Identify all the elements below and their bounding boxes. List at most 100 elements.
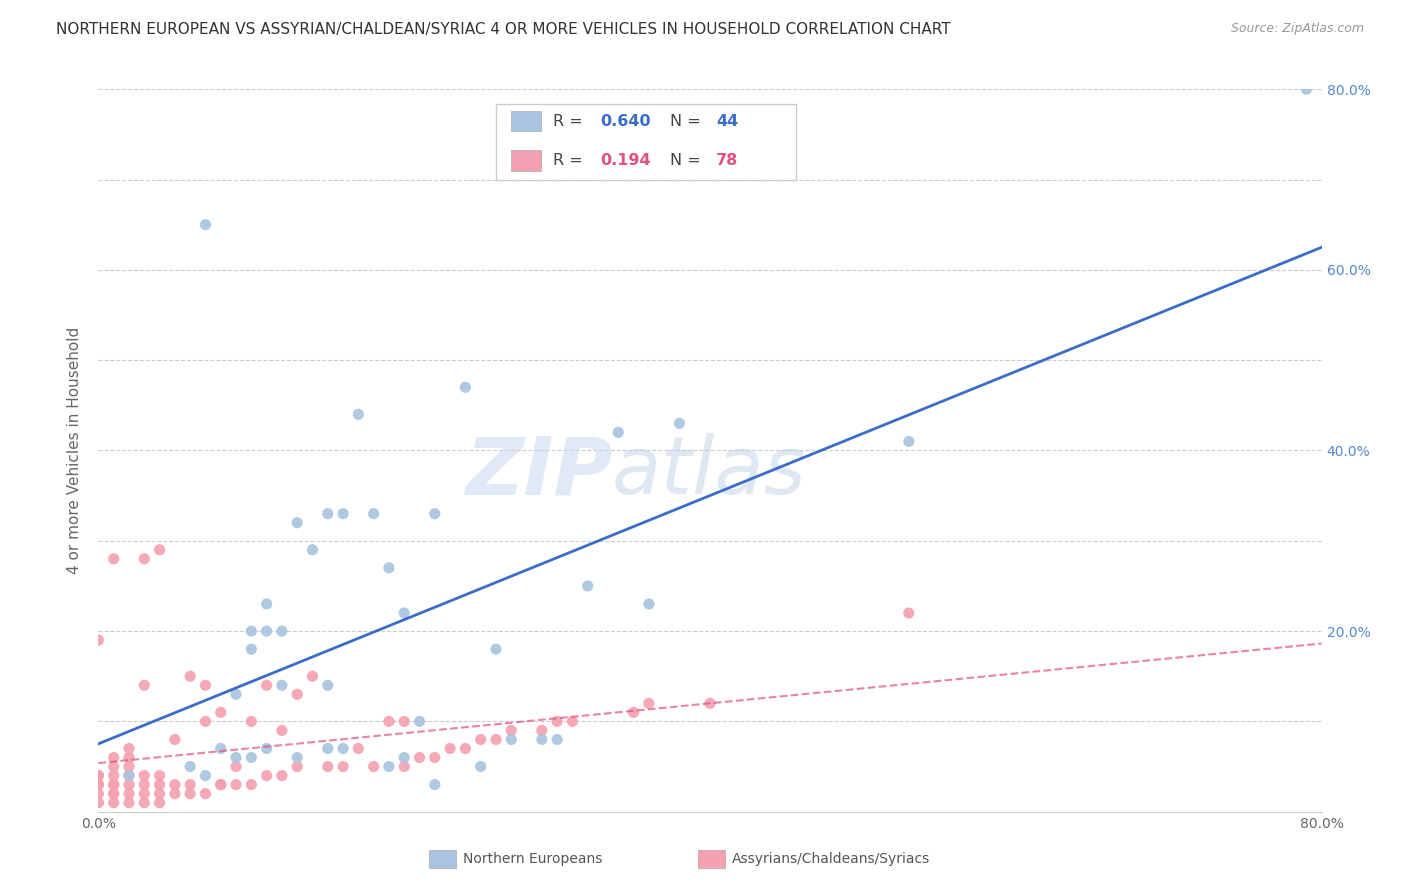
Point — [546, 714, 568, 729]
Point — [194, 787, 217, 801]
Point — [256, 624, 278, 639]
Point — [134, 796, 156, 810]
Point — [332, 759, 354, 773]
Point — [225, 687, 247, 701]
Bar — [510, 151, 541, 170]
Point — [347, 741, 370, 756]
Point — [332, 507, 354, 521]
Point — [179, 778, 201, 792]
Point — [637, 697, 661, 711]
Point — [270, 723, 292, 738]
Point — [454, 380, 477, 394]
Point — [118, 796, 141, 810]
Point — [194, 769, 217, 783]
Point — [623, 706, 645, 720]
Point — [576, 579, 599, 593]
Point — [240, 750, 263, 764]
Point — [163, 732, 186, 747]
Point — [501, 723, 523, 738]
Point — [194, 714, 217, 729]
Point — [240, 642, 263, 657]
Point — [103, 750, 125, 764]
Text: 0.640: 0.640 — [600, 114, 651, 128]
Text: N =: N = — [669, 153, 706, 168]
Point — [163, 787, 186, 801]
Point — [118, 778, 141, 792]
Point — [103, 778, 125, 792]
Point — [149, 796, 172, 810]
Point — [163, 778, 186, 792]
Text: Source: ZipAtlas.com: Source: ZipAtlas.com — [1230, 22, 1364, 36]
Y-axis label: 4 or more Vehicles in Household: 4 or more Vehicles in Household — [67, 326, 83, 574]
Point — [194, 678, 217, 692]
Point — [423, 778, 446, 792]
Point — [347, 407, 370, 422]
Point — [285, 750, 308, 764]
Point — [225, 750, 247, 764]
Point — [118, 741, 141, 756]
Point — [87, 778, 110, 792]
Text: Northern Europeans: Northern Europeans — [463, 852, 602, 865]
Point — [316, 678, 339, 692]
Point — [103, 796, 125, 810]
Point — [637, 597, 661, 611]
Point — [256, 597, 278, 611]
Point — [270, 678, 292, 692]
Point — [470, 732, 492, 747]
Point — [134, 787, 156, 801]
Point — [699, 697, 721, 711]
Point — [225, 759, 247, 773]
Point — [423, 507, 446, 521]
Point — [316, 507, 339, 521]
Point — [209, 706, 232, 720]
Text: NORTHERN EUROPEAN VS ASSYRIAN/CHALDEAN/SYRIAC 4 OR MORE VEHICLES IN HOUSEHOLD CO: NORTHERN EUROPEAN VS ASSYRIAN/CHALDEAN/S… — [56, 22, 950, 37]
Point — [256, 678, 278, 692]
Point — [378, 759, 401, 773]
Point — [392, 606, 416, 620]
Point — [103, 759, 125, 773]
Point — [332, 741, 354, 756]
Point — [256, 741, 278, 756]
Point — [240, 778, 263, 792]
Point — [454, 741, 477, 756]
Text: N =: N = — [669, 114, 706, 128]
Point — [179, 669, 201, 683]
Text: R =: R = — [554, 153, 588, 168]
Point — [87, 787, 110, 801]
Point — [103, 769, 125, 783]
Point — [240, 714, 263, 729]
Text: 0.194: 0.194 — [600, 153, 651, 168]
Point — [378, 714, 401, 729]
Point — [118, 769, 141, 783]
Point — [301, 669, 323, 683]
Point — [149, 778, 172, 792]
Point — [285, 516, 308, 530]
Point — [470, 759, 492, 773]
Text: 78: 78 — [716, 153, 738, 168]
Point — [561, 714, 583, 729]
Point — [134, 678, 156, 692]
Point — [363, 759, 385, 773]
Point — [285, 687, 308, 701]
Point — [316, 759, 339, 773]
Point — [103, 551, 125, 566]
Text: 44: 44 — [716, 114, 738, 128]
Point — [194, 218, 217, 232]
Point — [134, 778, 156, 792]
Point — [256, 769, 278, 783]
Point — [316, 741, 339, 756]
Point — [87, 633, 110, 648]
Point — [87, 778, 110, 792]
Point — [1295, 82, 1317, 96]
Point — [392, 750, 416, 764]
Point — [134, 551, 156, 566]
Bar — [510, 112, 541, 131]
Point — [118, 787, 141, 801]
Bar — [496, 103, 796, 179]
Text: R =: R = — [554, 114, 588, 128]
Point — [118, 750, 141, 764]
Point — [134, 769, 156, 783]
Point — [149, 787, 172, 801]
Point — [240, 624, 263, 639]
Point — [423, 750, 446, 764]
